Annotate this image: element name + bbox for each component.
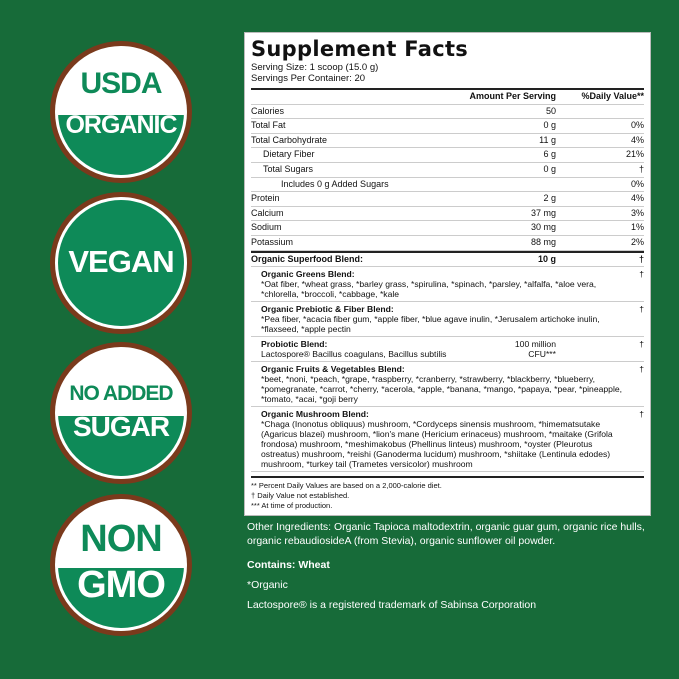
divider bbox=[251, 476, 644, 479]
nutrient-row: Calcium 37 mg 3% bbox=[251, 207, 644, 222]
badge-text: SUGAR bbox=[72, 411, 170, 442]
blend-row: Organic Prebiotic & Fiber Blend: *Pea fib… bbox=[251, 302, 644, 338]
divider bbox=[251, 88, 644, 90]
organic-note: *Organic bbox=[247, 579, 288, 592]
non-gmo-badge: NON GMO bbox=[50, 494, 192, 636]
serving-size: Serving Size: 1 scoop (15.0 g) bbox=[251, 62, 379, 73]
servings-per-container: Servings Per Container: 20 bbox=[251, 73, 366, 84]
badge-text: NON bbox=[80, 518, 162, 560]
nutrient-row: Total Carbohydrate 11 g 4% bbox=[251, 134, 644, 149]
blend-row: Organic Greens Blend: *Oat fiber, *wheat … bbox=[251, 267, 644, 303]
nutrient-row: Potassium 88 mg 2% bbox=[251, 236, 644, 251]
right-column: Supplement Facts Serving Size: 1 scoop (… bbox=[244, 32, 664, 612]
nutrient-row: Total Sugars 0 g † bbox=[251, 163, 644, 178]
facts-title: Supplement Facts bbox=[251, 37, 469, 61]
nutrient-row: Dietary Fiber 6 g 21% bbox=[251, 148, 644, 163]
blend-row: Probiotic Blend: Lactospore® Bacillus coa… bbox=[251, 337, 644, 363]
badge-text: VEGAN bbox=[68, 244, 174, 279]
no-added-sugar-badge: NO ADDED SUGAR bbox=[50, 342, 192, 484]
blend-row: Organic Fruits & Vegetables Blend: *beet,… bbox=[251, 362, 644, 408]
nutrient-row: Calories 50 bbox=[251, 105, 644, 120]
nutrient-row: Includes 0 g Added Sugars 0% bbox=[251, 178, 644, 193]
usda-organic-badge: USDA ORGANIC bbox=[50, 41, 192, 183]
superfood-row: Organic Superfood Blend: 10 g † bbox=[251, 253, 644, 268]
nutrient-row: Protein 2 g 4% bbox=[251, 192, 644, 207]
badge-text: GMO bbox=[77, 564, 166, 606]
footnote: † Daily Value not established. bbox=[251, 491, 350, 501]
vegan-badge: VEGAN bbox=[50, 192, 192, 334]
footnote: ** Percent Daily Values are based on a 2… bbox=[251, 481, 442, 491]
badge-text: NO ADDED bbox=[69, 382, 173, 405]
blend-row: Organic Mushroom Blend: *Chaga (Inonotus … bbox=[251, 407, 644, 473]
footnote: *** At time of production. bbox=[251, 501, 333, 511]
badge-text: ORGANIC bbox=[65, 111, 177, 139]
trademark-note: Lactospore® is a registered trademark of… bbox=[247, 599, 537, 612]
nutrient-row: Sodium 30 mg 1% bbox=[251, 221, 644, 236]
supplement-facts-panel: Supplement Facts Serving Size: 1 scoop (… bbox=[244, 32, 651, 517]
divider bbox=[251, 250, 644, 253]
badge-text: USDA bbox=[80, 67, 162, 100]
contains-allergen: Contains: Wheat bbox=[247, 559, 330, 572]
other-ingredients: Other Ingredients: Organic Tapioca malto… bbox=[247, 521, 645, 548]
nutrient-row: Total Fat 0 g 0% bbox=[251, 119, 644, 134]
table-header: Amount Per Serving %Daily Value** bbox=[251, 90, 644, 105]
